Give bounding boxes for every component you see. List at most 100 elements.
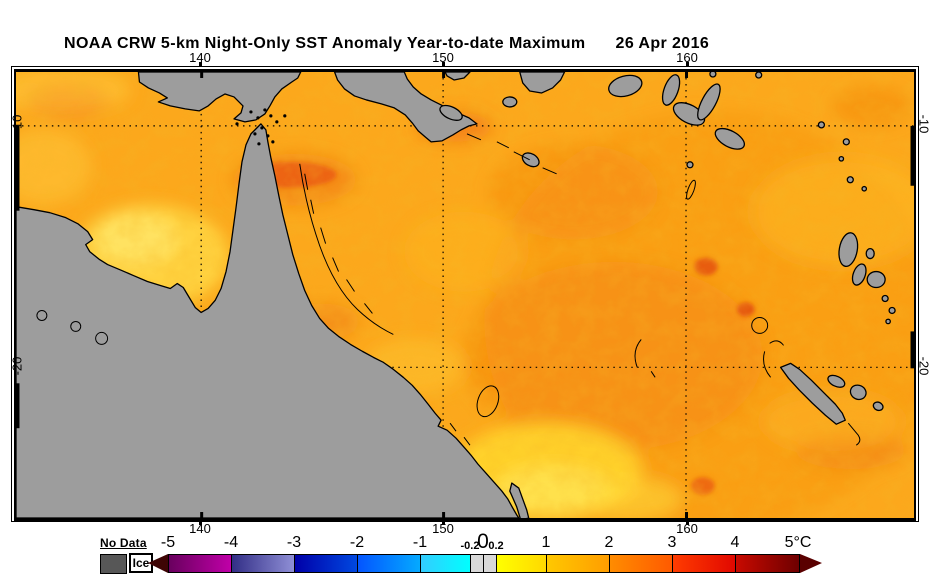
png-west-landmass	[137, 72, 302, 123]
colorbar-segment-2-to-3	[610, 555, 673, 572]
vanuatu-island-malekula	[851, 263, 867, 286]
colorbar-above-max-arrow	[800, 554, 822, 573]
reef-and-islet-outlines	[36, 133, 861, 446]
solomon-island-1	[608, 74, 643, 98]
colorbar-segment--2-to--1	[358, 555, 421, 572]
no-data-label: No Data	[100, 536, 147, 550]
vanuatu-island-4	[865, 247, 875, 260]
solomon-island-5	[714, 127, 746, 150]
vanuatu-island-santo	[838, 232, 859, 268]
plot-title-date: 26 Apr 2016	[615, 35, 710, 52]
lat-label-left-10: -10	[9, 114, 25, 134]
colorbar-segment--3-to--2	[295, 555, 358, 572]
colorbar-tick-3: 3	[667, 534, 677, 551]
lon-label-top-150: 150	[432, 50, 454, 65]
colorbar-tick--5: -5	[160, 534, 176, 551]
islet	[502, 96, 518, 108]
colorbar-tick-5°C: 5°C	[784, 534, 812, 551]
loyalty-island-3	[872, 401, 884, 412]
new-caledonia-landmass	[779, 362, 846, 425]
colorbar-tick--3: -3	[286, 534, 302, 551]
png-east-landmass	[333, 72, 478, 143]
colorbar-segment-1-to-2	[547, 555, 610, 572]
vanuatu-islet-5	[861, 185, 868, 192]
lon-tick-bottom-140	[199, 519, 202, 525]
colorbar-segment--4-to--3	[232, 555, 295, 572]
islet	[686, 161, 694, 169]
coastal-islet-outline	[95, 331, 109, 345]
solomon-island-2	[661, 74, 681, 106]
louisiade-island-2	[521, 152, 540, 168]
colorbar-segment-4-to-5	[736, 555, 799, 572]
lat-label-left-20: -20	[9, 356, 25, 376]
vanuatu-islet-4	[846, 176, 854, 184]
vanuatu-island-3	[866, 270, 886, 289]
solomon-island-4	[697, 83, 721, 121]
map-area	[14, 69, 916, 521]
colorbar: No Data Ice -5 -4 -3 -2 -1 -0.2 0 0.2 1 2 3 4 5°C	[0, 530, 930, 580]
colorbar-segment-0.2-to-1	[497, 555, 547, 572]
colorbar-segment-0-to-0.2	[484, 555, 497, 572]
new-britain-island	[519, 72, 566, 94]
plot-title-product: NOAA CRW 5-km Night-Only SST Anomaly Yea…	[64, 35, 586, 52]
colorbar-bar	[148, 554, 822, 573]
atoll-ring-outline	[751, 316, 769, 334]
louisiade-island-1	[439, 104, 463, 121]
solomon-island-3	[672, 102, 706, 126]
no-data-swatch	[100, 554, 127, 574]
colorbar-segment-3-to-4	[673, 555, 736, 572]
vanuatu-islet-2	[842, 138, 850, 146]
gbr-reef-marks	[304, 173, 471, 446]
lon-label-bottom-150: 150	[432, 521, 454, 536]
loyalty-island-2	[849, 384, 867, 401]
lon-label-top-140: 140	[189, 50, 211, 65]
vanuatu-islet-8	[885, 318, 891, 325]
lon-tick-bottom-150	[442, 519, 445, 525]
australia-landmass	[16, 123, 520, 518]
gbr-shelf-contour	[299, 163, 394, 335]
map-frame	[11, 66, 919, 522]
swain-reefs-outline	[476, 385, 500, 418]
vanuatu-islet-6	[881, 294, 889, 303]
lon-label-bottom-160: 160	[676, 521, 698, 536]
colorbar-below-min-arrow	[148, 554, 168, 573]
land-masses	[16, 72, 896, 518]
lon-tick-top-160	[686, 62, 689, 68]
plot-title: NOAA CRW 5-km Night-Only SST Anomaly Yea…	[64, 35, 709, 53]
coastal-islet-outline	[70, 320, 82, 332]
lon-tick-top-150	[442, 62, 445, 68]
lon-tick-top-140	[199, 62, 202, 68]
vanuatu-islet-7	[888, 306, 896, 315]
colorbar-tick--2: -2	[349, 534, 365, 551]
lon-label-bottom-140: 140	[189, 521, 211, 536]
vanuatu-islet-3	[838, 155, 845, 162]
colorbar-tick--4: -4	[223, 534, 239, 551]
outline-islet	[686, 179, 696, 200]
colorbar-tick-1: 1	[541, 534, 551, 551]
frame-tick-bars	[16, 72, 914, 518]
islet	[755, 72, 763, 79]
colorbar-segment--0.2-to-0	[471, 555, 484, 572]
colorbar-tick-0.2: 0.2	[488, 540, 504, 552]
colorbar-tick-0: 0	[477, 530, 489, 553]
chesterfield-reef-outline	[634, 339, 656, 378]
colorbar-tick-4: 4	[730, 534, 740, 551]
colorbar-tick-2: 2	[604, 534, 614, 551]
colorbar-segment--5-to--4	[169, 555, 232, 572]
lat-label-right-10: -10	[916, 114, 930, 134]
colorbar-tick--0.2: -0.2	[460, 540, 480, 552]
lon-label-top-160: 160	[676, 50, 698, 65]
top-edge-islet	[444, 72, 471, 81]
new-caledonia-barrier-reef	[763, 340, 861, 446]
colorbar-segment--1-to--0.2	[421, 555, 471, 572]
torres-strait-islets	[235, 108, 287, 146]
colorbar-tick--1: -1	[412, 534, 428, 551]
islet	[709, 72, 717, 78]
sst-anomaly-map	[16, 72, 914, 518]
groote-eylandt-outline	[36, 309, 48, 321]
fraser-island	[509, 482, 530, 518]
loyalty-island-1	[827, 374, 846, 388]
lat-label-right-20: -20	[916, 356, 930, 376]
vanuatu-islet-1	[817, 121, 826, 129]
